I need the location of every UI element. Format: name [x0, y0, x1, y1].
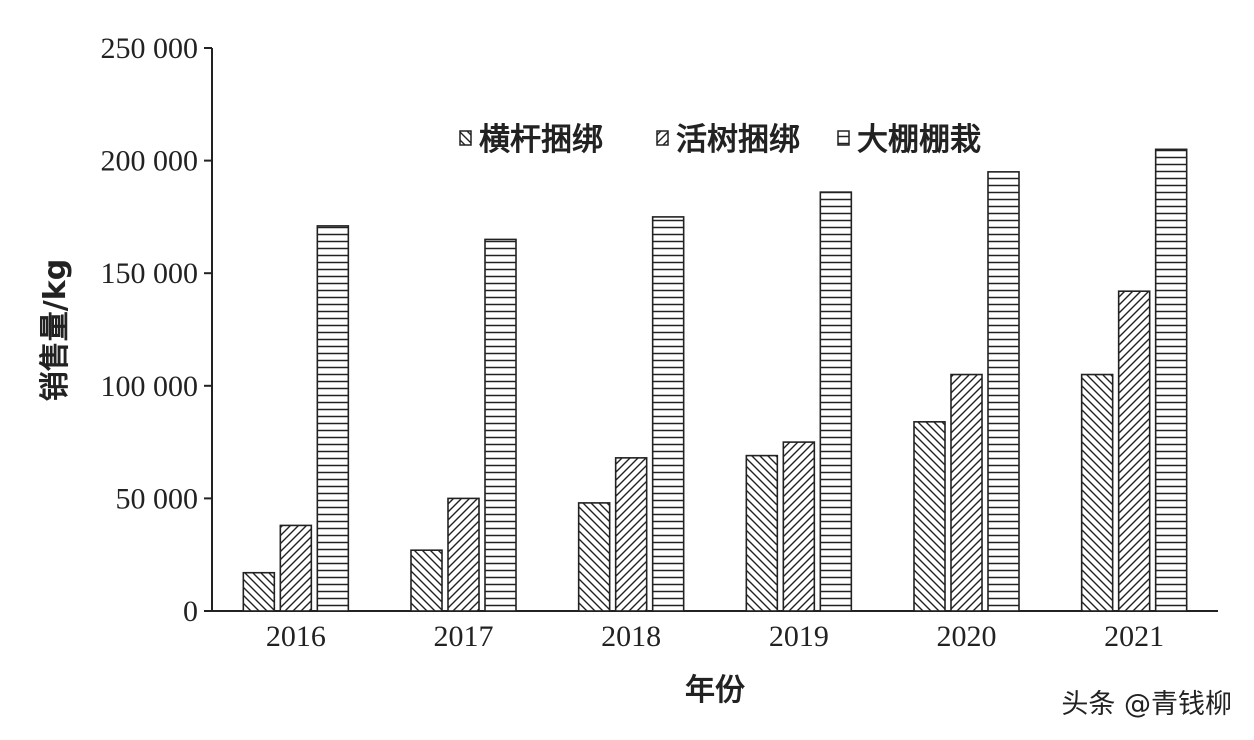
y-tick-label: 100 000	[101, 370, 199, 403]
y-tick-label: 50 000	[116, 482, 199, 515]
legend-swatch-horizontal	[837, 130, 850, 146]
bar-diag-down-2017	[410, 549, 443, 612]
bar-horizontal-2016	[316, 225, 350, 612]
y-tick-label: 0	[183, 595, 198, 628]
bar-diag-down-2018	[577, 502, 611, 612]
x-tick-label: 2016	[266, 620, 326, 653]
bar-horizontal-2021	[1154, 148, 1188, 612]
x-tick-label: 2020	[937, 620, 997, 653]
bar-diag-up-2016	[279, 524, 313, 612]
watermark-text: 头条 @青钱柳	[1061, 689, 1232, 720]
bar-diag-down-2016	[242, 571, 276, 612]
axes	[211, 48, 1218, 612]
legend-label: 活树捆绑	[676, 122, 800, 158]
legend: 横杆捆绑 活树捆绑 大棚棚栽	[459, 122, 981, 158]
bars	[242, 148, 1188, 612]
bar-diag-down-2019	[745, 454, 779, 612]
x-tick-label: 2018	[601, 620, 661, 653]
y-ticks: 0 50 000 100 000 150 000 200 000 250 000	[101, 32, 212, 628]
x-tick-label: 2017	[434, 620, 494, 653]
x-ticks: 2016 2017 2018 2019 2020 2021	[266, 620, 1164, 653]
legend-swatch-diag-down	[459, 130, 472, 146]
legend-swatch-diag-up	[656, 130, 669, 146]
x-axis-title: 年份	[685, 673, 745, 708]
y-axis-title: 销售量/kg	[38, 259, 73, 401]
bar-horizontal-2019	[819, 191, 853, 612]
x-tick-label: 2019	[769, 620, 829, 653]
bar-diag-up-2018	[614, 457, 648, 612]
bar-diag-up-2019	[782, 441, 816, 612]
bar-horizontal-2020	[987, 171, 1020, 612]
y-tick-label: 150 000	[101, 257, 199, 290]
bar-diag-up-2017	[447, 497, 480, 612]
bar-horizontal-2017	[484, 238, 517, 612]
y-tick-label: 200 000	[101, 145, 199, 178]
y-tick-label: 250 000	[101, 32, 199, 65]
x-tick-label: 2021	[1104, 620, 1164, 653]
bar-diag-down-2020	[913, 421, 946, 612]
legend-label: 大棚棚栽	[857, 122, 981, 158]
bar-diag-up-2020	[950, 373, 983, 612]
bar-diag-up-2021	[1117, 290, 1151, 612]
bar-horizontal-2018	[651, 216, 685, 612]
bar-diag-down-2021	[1080, 373, 1114, 612]
legend-label: 横杆捆绑	[479, 122, 603, 158]
